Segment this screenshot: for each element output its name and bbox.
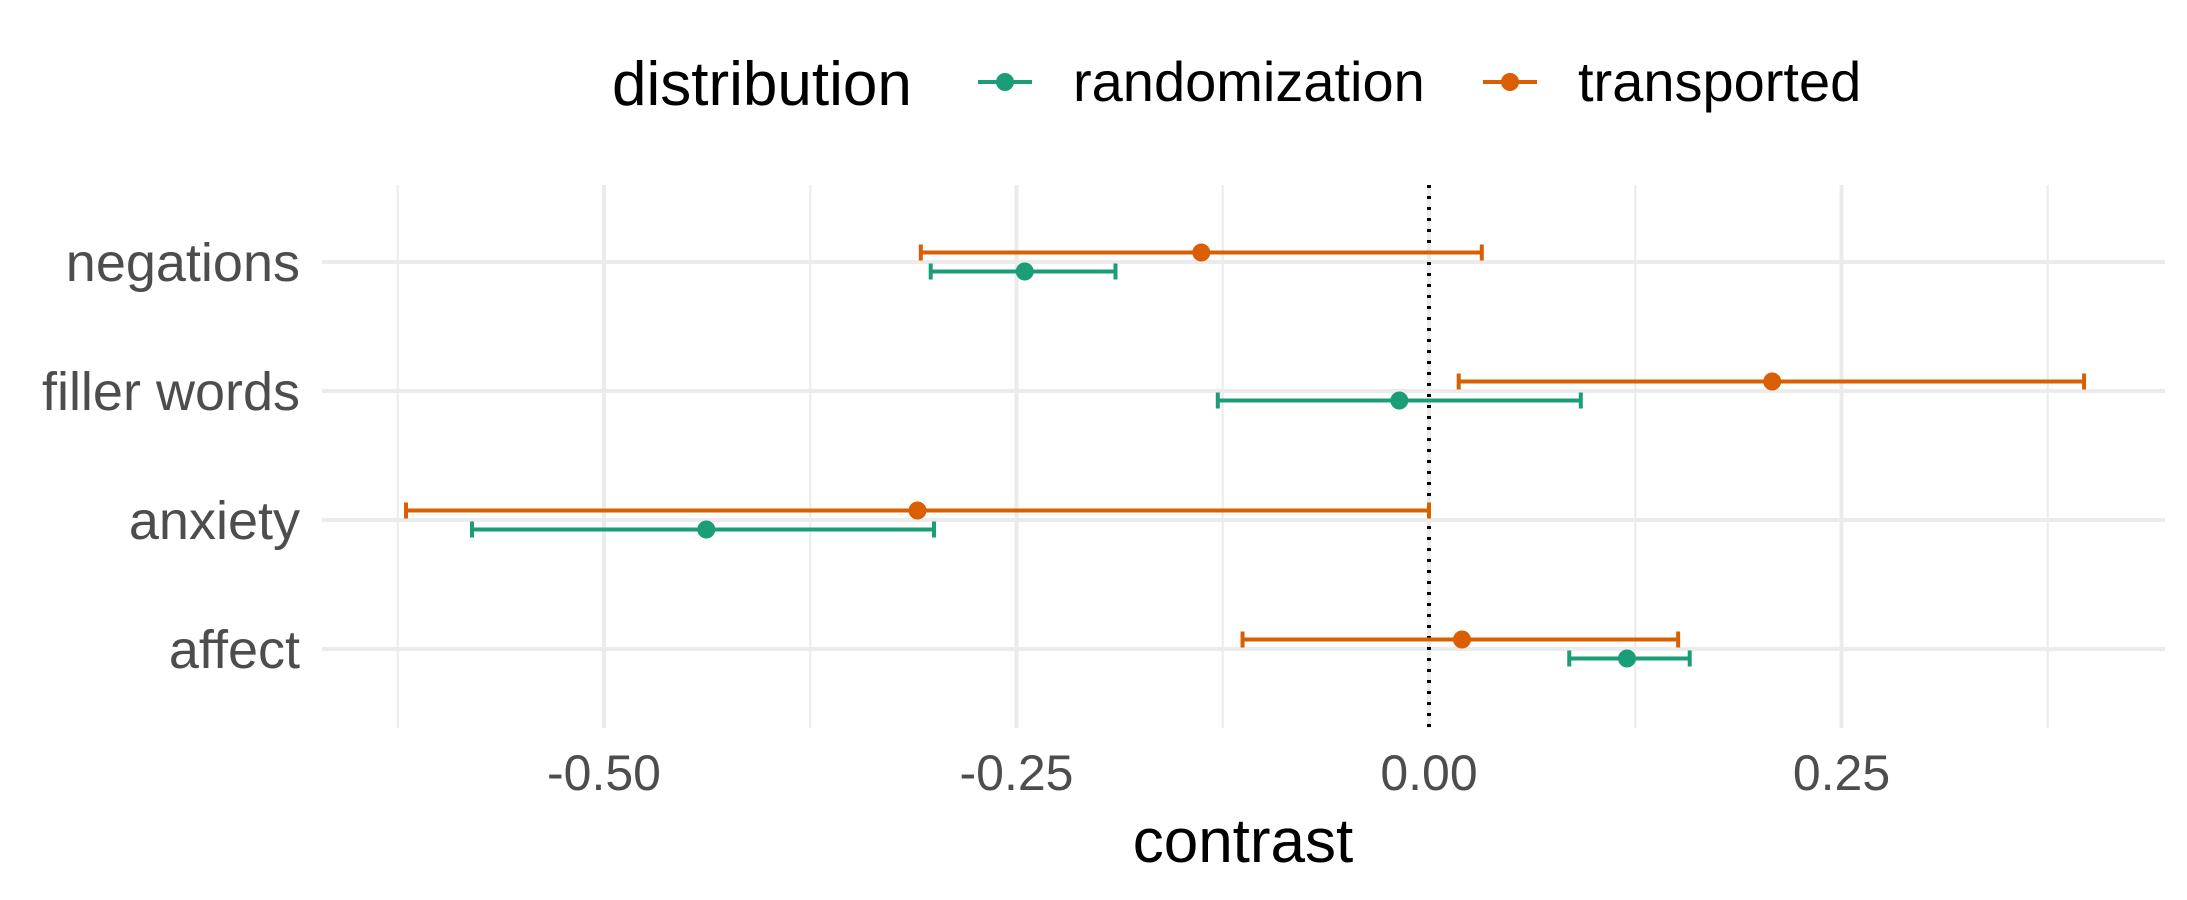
- category-label: anxiety: [129, 491, 300, 551]
- x-tick-label: 0.25: [1793, 745, 1890, 801]
- x-axis-title: contrast: [1133, 807, 1354, 876]
- errorbar-randomization-anxiety: [470, 520, 936, 539]
- x-tick-labels: -0.50 -0.25 0.00 0.25: [547, 745, 1890, 801]
- legend-title: distribution: [612, 50, 912, 119]
- errorbar-transported-anxiety: [404, 501, 1431, 520]
- estimate-point: [697, 520, 716, 539]
- category-label: filler words: [42, 362, 300, 422]
- errorbar-randomization-filler-words: [1215, 391, 1583, 410]
- legend-key-point: [996, 73, 1014, 91]
- error-bars: [404, 243, 2087, 668]
- grid-minor: [396, 185, 2049, 728]
- estimate-point: [908, 501, 927, 520]
- legend-item-randomization: randomization: [978, 50, 1425, 113]
- x-tick-label: 0.00: [1380, 745, 1477, 801]
- category-label: negations: [66, 233, 300, 293]
- errorbar-randomization-negations: [928, 262, 1118, 281]
- estimate-point: [1390, 391, 1409, 410]
- category-label: affect: [169, 620, 300, 680]
- legend: distribution randomization transported: [612, 50, 1861, 119]
- errorbar-transported-filler-words: [1456, 372, 2087, 391]
- legend-label: randomization: [1073, 50, 1425, 113]
- estimate-point: [1453, 630, 1471, 649]
- grid-major: [322, 185, 2165, 728]
- estimate-point: [1015, 262, 1034, 281]
- legend-item-transported: transported: [1483, 50, 1861, 113]
- legend-items: randomization transported: [978, 50, 1861, 113]
- errorbar-randomization-affect: [1567, 649, 1692, 668]
- legend-key-point: [1501, 73, 1519, 91]
- category-labels: negations filler words anxiety affect: [42, 233, 300, 680]
- x-tick-label: -0.50: [547, 745, 661, 801]
- x-tick-label: -0.25: [960, 745, 1074, 801]
- estimate-point: [1763, 372, 1782, 391]
- estimate-point: [1192, 243, 1211, 262]
- errorbar-transported-affect: [1240, 630, 1681, 649]
- estimate-point: [1618, 649, 1636, 668]
- legend-label: transported: [1578, 50, 1861, 113]
- errorbar-transported-negations: [918, 243, 1484, 262]
